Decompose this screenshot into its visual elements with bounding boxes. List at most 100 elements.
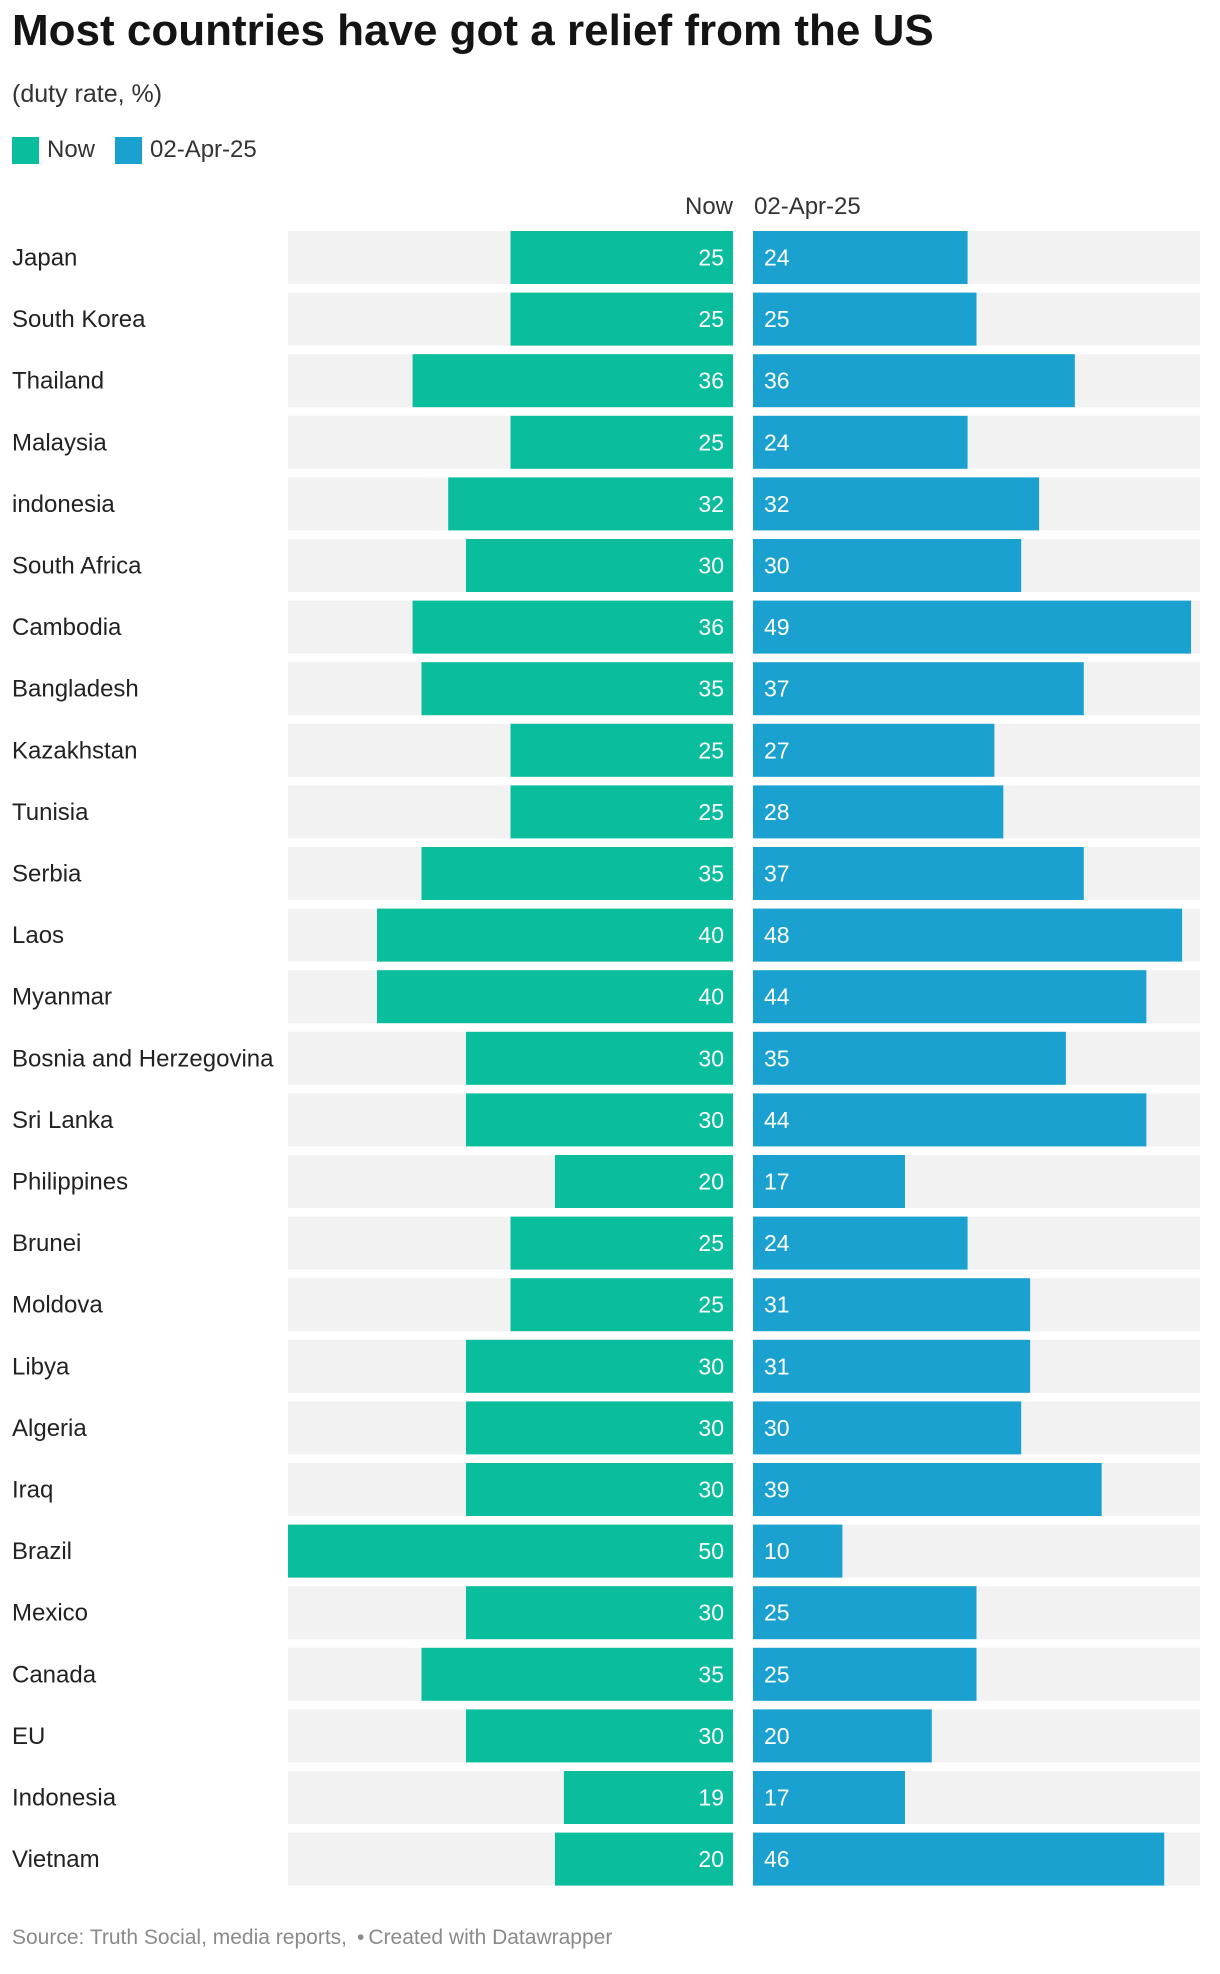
value-label-now: 20 <box>698 1169 724 1195</box>
value-label-apr: 25 <box>764 1600 790 1626</box>
legend-item-now: Now <box>12 136 95 164</box>
row-label: Japan <box>12 245 77 272</box>
value-label-apr: 37 <box>764 861 790 887</box>
legend-swatch-now <box>12 136 39 164</box>
row-label: EU <box>12 1723 45 1750</box>
bar-now <box>510 785 733 839</box>
bar-apr <box>753 1771 905 1824</box>
bar-now <box>448 477 733 531</box>
row-label: Brazil <box>12 1538 72 1565</box>
value-label-apr: 25 <box>764 1661 790 1687</box>
value-label-now: 35 <box>698 1661 724 1687</box>
row-label: South Korea <box>12 306 146 333</box>
value-label-apr: 30 <box>764 1415 790 1441</box>
row-label: Canada <box>12 1661 97 1688</box>
value-label-now: 32 <box>698 491 724 517</box>
bar-apr <box>753 1278 1031 1332</box>
value-label-apr: 46 <box>764 1846 790 1872</box>
value-label-now: 30 <box>698 553 724 579</box>
source-text: Source: Truth Social, media reports, <box>12 1926 347 1949</box>
value-label-apr: 37 <box>764 676 790 702</box>
bar-apr <box>753 723 995 777</box>
legend-item-apr: 02-Apr-25 <box>115 136 257 164</box>
value-label-apr: 28 <box>764 799 790 825</box>
value-label-apr: 24 <box>764 245 790 271</box>
bar-now <box>510 1216 733 1270</box>
separator-dot: • <box>357 1926 365 1949</box>
value-label-now: 30 <box>698 1107 724 1133</box>
bar-apr <box>753 600 1192 654</box>
bar-now <box>466 1586 733 1640</box>
source-note: Source: Truth Social, media reports, • Cre… <box>12 1926 612 1950</box>
bar-apr <box>753 1401 1022 1455</box>
bar-now <box>412 354 733 408</box>
row-label: Bangladesh <box>12 676 139 703</box>
bar-now <box>563 1771 733 1824</box>
bar-apr <box>753 539 1022 592</box>
value-label-apr: 27 <box>764 737 790 763</box>
bar-now <box>466 539 733 592</box>
column-header-now: Now <box>685 193 734 220</box>
bar-apr <box>753 477 1040 531</box>
bar-apr <box>753 1586 977 1640</box>
value-label-now: 25 <box>698 306 724 332</box>
row-label: Algeria <box>12 1415 87 1442</box>
bar-apr <box>753 292 977 346</box>
row-label: South Africa <box>12 553 142 580</box>
row-label: Indonesia <box>12 1785 117 1812</box>
row-label: Sri Lanka <box>12 1107 114 1134</box>
bar-apr <box>753 1709 932 1763</box>
value-label-apr: 30 <box>764 553 790 579</box>
value-label-now: 40 <box>698 922 724 948</box>
bar-apr <box>753 847 1084 900</box>
bar-apr <box>753 1832 1165 1886</box>
row-label: Kazakhstan <box>12 737 137 764</box>
bar-now <box>510 292 733 346</box>
value-label-apr: 31 <box>764 1292 790 1318</box>
bar-now <box>377 908 733 962</box>
value-label-apr: 20 <box>764 1723 790 1749</box>
value-label-apr: 17 <box>764 1785 790 1811</box>
bar-now <box>288 1524 733 1578</box>
bar-now <box>466 1339 733 1393</box>
value-label-apr: 35 <box>764 1045 790 1071</box>
row-label: Cambodia <box>12 614 122 641</box>
value-label-apr: 32 <box>764 491 790 517</box>
bar-apr <box>753 1524 843 1578</box>
bar-now <box>421 847 733 900</box>
chart-subtitle: (duty rate, %) <box>12 80 163 108</box>
bar-apr <box>753 1647 977 1701</box>
value-label-now: 30 <box>698 1415 724 1441</box>
value-label-apr: 49 <box>764 614 790 640</box>
bar-now <box>421 1647 733 1701</box>
bar-apr <box>753 785 1004 839</box>
value-label-apr: 10 <box>764 1538 790 1564</box>
value-label-apr: 24 <box>764 429 790 455</box>
value-label-now: 25 <box>698 429 724 455</box>
bar-now <box>421 662 733 716</box>
row-label: Philippines <box>12 1169 128 1196</box>
bar-now <box>466 1709 733 1763</box>
bar-apr <box>753 662 1084 716</box>
row-label: Bosnia and Herzegovina <box>12 1045 274 1072</box>
value-label-apr: 24 <box>764 1230 790 1256</box>
value-label-apr: 44 <box>764 1107 790 1133</box>
value-label-now: 30 <box>698 1723 724 1749</box>
bar-apr <box>753 908 1183 962</box>
value-label-apr: 44 <box>764 984 790 1010</box>
row-label: Thailand <box>12 368 104 395</box>
bar-apr <box>753 1216 968 1270</box>
bar-now <box>466 1401 733 1455</box>
row-label: Moldova <box>12 1292 103 1319</box>
value-label-apr: 39 <box>764 1477 790 1503</box>
bar-now <box>466 1093 733 1147</box>
row-label: indonesia <box>12 491 115 518</box>
bar-apr <box>753 1031 1066 1085</box>
value-label-now: 25 <box>698 1230 724 1256</box>
value-label-now: 35 <box>698 861 724 887</box>
legend-swatch-apr <box>115 136 143 164</box>
bar-now <box>555 1155 733 1208</box>
bar-now <box>466 1031 733 1085</box>
row-label: Iraq <box>12 1477 53 1504</box>
